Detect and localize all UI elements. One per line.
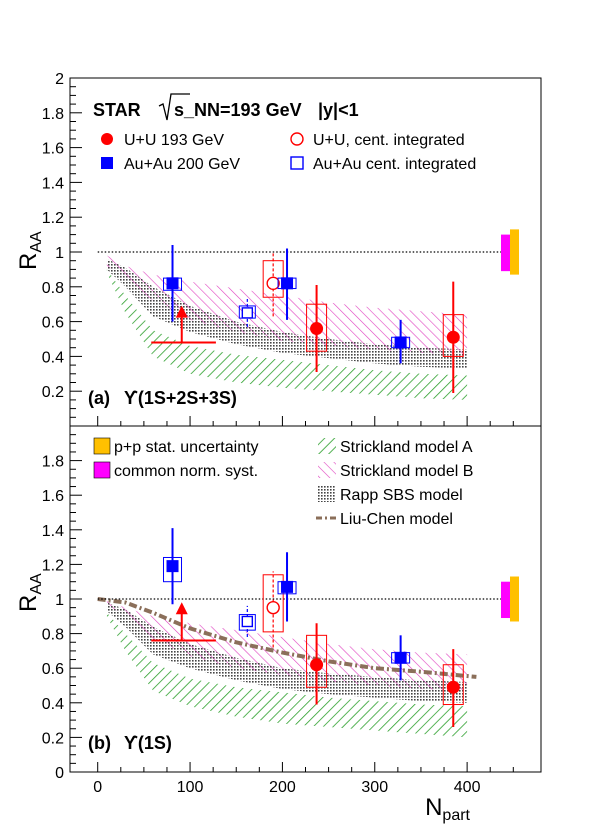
panelb-ytick-label: 1.8 [42, 454, 64, 471]
legend-marker-uu [101, 133, 113, 145]
panelb-ytick-label: 0 [55, 765, 64, 782]
panela-ytick-label: 1.8 [42, 106, 64, 123]
panela-ytick-label: 2 [55, 71, 64, 88]
panela-limit-arrow-head [175, 305, 188, 318]
panelb-box-common-norm-syst- [501, 581, 510, 619]
panela-point-open-square [241, 307, 254, 319]
panel-a-state: ϒ(1S+2S+3S) [124, 388, 237, 408]
panela-ytick-label: 0.4 [42, 349, 64, 366]
panelb-point-filled-square [281, 580, 294, 593]
legend-marker-auau [101, 157, 113, 169]
panela-box-p-p-stat-uncertainty [510, 229, 519, 275]
panela-point-filled-square [281, 277, 294, 290]
legend-panel-a: U+U 193 GeV U+U, cent. integrated Au+Au … [101, 132, 476, 173]
panela-ytick-label: 0.6 [42, 315, 64, 332]
legend-marker-strickland-b [318, 462, 336, 478]
panelb-point-filled-square [394, 651, 407, 664]
legend-marker-strickland-a [318, 438, 336, 454]
sqrt-symbol [158, 93, 190, 121]
panelb-ytick-label: 1.2 [42, 557, 64, 574]
legend-label-liu-chen: Liu-Chen model [340, 511, 453, 528]
panelb-xtick-label: 400 [454, 779, 481, 796]
legend-label-uu: U+U 193 GeV [124, 132, 224, 149]
panelb-limit-arrow-head [175, 602, 188, 615]
panelb-band-rapp-sbs-model [106, 602, 468, 703]
legend-marker-norm-syst [93, 461, 111, 479]
legend-label-pp-stat: p+p stat. uncertainty [114, 439, 259, 456]
legend-label-auau: Au+Au 200 GeV [124, 156, 240, 173]
energy-label: s_NN=193 GeV [174, 100, 302, 120]
panelb-box-p-p-stat-uncertainty [510, 576, 519, 622]
legend-label-uu-integrated: U+U, cent. integrated [313, 132, 465, 149]
panela-point-filled-circle [310, 322, 324, 336]
panela-ytick-label: 1.2 [42, 210, 64, 227]
legend-label-strickland-b: Strickland model B [340, 463, 473, 480]
panela-ytick-label: 0.2 [42, 384, 64, 401]
panelb-point-open-square [241, 615, 254, 628]
legend-marker-pp-stat [93, 437, 111, 455]
x-axis-label: Npart [425, 794, 470, 824]
panelb-point-filled-circle [446, 680, 460, 694]
panelb-point-open-circle [266, 600, 280, 615]
panela-box-common-norm-syst- [501, 234, 510, 272]
panel-b-label: (b) [88, 733, 111, 753]
panela-ytick-label: 1.4 [42, 175, 64, 192]
panela-band-strickland-model-a [106, 269, 468, 400]
panela-ytick-label: 1.6 [42, 141, 64, 158]
panelb-xtick-label: 0 [93, 779, 102, 796]
panelb-ytick-label: 1.4 [42, 523, 64, 540]
legend-label-auau-integrated: Au+Au cent. integrated [313, 156, 476, 173]
panelb-point-filled-circle [310, 658, 324, 672]
panelb-ytick-label: 0.8 [42, 627, 64, 644]
panelb-ytick-label: 1.6 [42, 488, 64, 505]
panelb-ytick-label: 0.2 [42, 730, 64, 747]
panel-b-ylabel: RAA [15, 573, 45, 612]
panelb-ytick-label: 1 [55, 592, 64, 609]
panel-b-state: ϒ(1S) [124, 733, 172, 753]
panela-point-open-circle [266, 276, 280, 291]
legend-label-norm-syst: common norm. syst. [114, 463, 258, 480]
panelb-line-liu-chen [97, 597, 477, 679]
panelb-xtick-label: 100 [177, 779, 204, 796]
panelb-band-strickland-model-a [106, 612, 468, 738]
legend-label-strickland-a: Strickland model A [340, 439, 473, 456]
panela-point-filled-square [394, 336, 407, 349]
panelb-xtick-label: 200 [269, 779, 296, 796]
panela-point-filled-square [166, 277, 179, 290]
panelb-xtick-label: 300 [361, 779, 388, 796]
legend-marker-auau-integrated [290, 156, 304, 170]
panela-point-filled-circle [446, 330, 460, 344]
legend-marker-rapp [318, 486, 336, 502]
panelb-ytick-label: 0.6 [42, 661, 64, 678]
legend-label-rapp: Rapp SBS model [340, 487, 463, 504]
panel-a-label: (a) [88, 388, 110, 408]
legend-marker-uu-integrated [290, 132, 304, 146]
legend-panel-b: p+p stat. uncertainty common norm. syst.… [93, 437, 473, 528]
panel-a-ylabel: RAA [15, 231, 45, 270]
panelb-point-filled-square [166, 560, 179, 573]
panela-ytick-label: 0.8 [42, 280, 64, 297]
panelb-ytick-label: 0.4 [42, 696, 64, 713]
panela-ytick-label: 1 [55, 245, 64, 262]
experiment-label: STAR [93, 100, 141, 120]
rapidity-label: |y|<1 [318, 100, 359, 120]
